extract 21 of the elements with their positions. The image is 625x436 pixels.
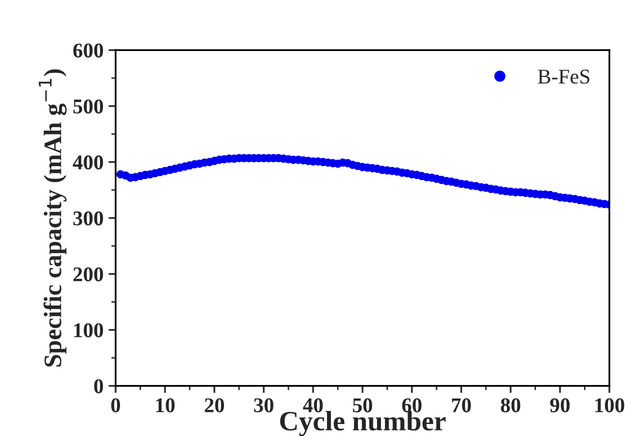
x-tick-label: 100 — [595, 398, 624, 412]
y-tick-label: 300 — [73, 211, 104, 226]
x-tick-label: 60 — [402, 398, 422, 412]
y-tick-label: 500 — [73, 99, 104, 114]
y-axis-title: Specific capacity (mAh g$^{−1}$) — [38, 69, 67, 367]
x-tick-label: 70 — [452, 398, 471, 412]
x-axis-title: Cycle number — [280, 411, 446, 436]
x-tick-label: 10 — [156, 398, 175, 412]
y-tick-label: 400 — [72, 155, 104, 170]
x-tick-label: 90 — [550, 398, 570, 412]
y-tick-label: 0 — [94, 379, 104, 394]
x-tick-label: 50 — [352, 398, 372, 412]
x-tick-label: 20 — [204, 398, 224, 412]
legend-label: B-FeS — [538, 70, 590, 84]
x-tick-label: 80 — [500, 398, 520, 412]
x-tick-label: 30 — [254, 398, 274, 412]
y-tick-label: 100 — [74, 323, 104, 338]
y-tick-label: 200 — [73, 267, 104, 282]
x-tick-label: 40 — [302, 398, 323, 412]
x-tick-label: 0 — [111, 398, 120, 412]
y-tick-label: 600 — [73, 44, 104, 58]
